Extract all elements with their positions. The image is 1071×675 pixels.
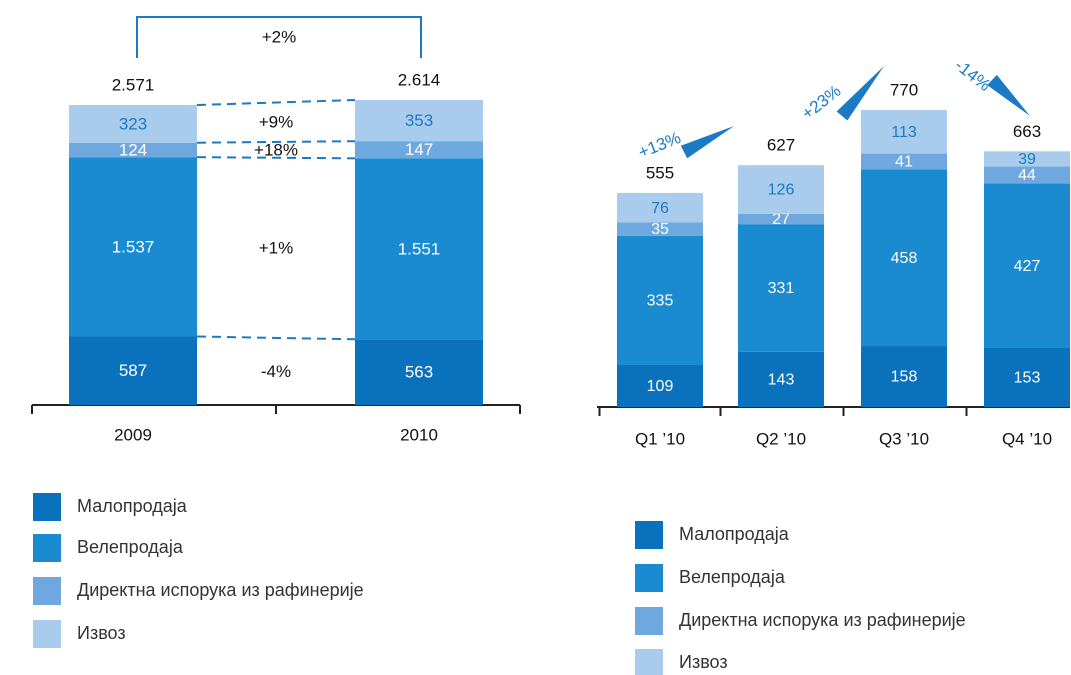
value-label: 335: [647, 293, 674, 310]
value-label: 35: [651, 221, 669, 238]
change-arrow: [680, 126, 734, 159]
x-tick-label: 2010: [400, 425, 438, 444]
total-label: 555: [646, 163, 674, 182]
bracket: [136, 16, 422, 58]
total-label: 663: [1013, 122, 1041, 141]
value-label: 109: [647, 378, 674, 395]
bar-segment: [355, 158, 483, 340]
legend-swatch: [635, 649, 663, 675]
legend-swatch: [33, 577, 61, 605]
value-label: 143: [768, 372, 795, 389]
total-label: 627: [767, 136, 795, 155]
connector: [196, 335, 356, 341]
total-label: 770: [890, 80, 918, 99]
connector: [196, 140, 356, 144]
total-label: 2.571: [112, 76, 155, 95]
legend-swatch: [33, 493, 61, 521]
legend-label: Малопродаја: [679, 524, 790, 544]
value-label: 27: [772, 211, 790, 228]
x-tick-label: Q2 ’10: [756, 429, 806, 448]
bar-segment: [355, 339, 483, 405]
legend-label: Велепродаја: [679, 567, 786, 587]
value-label: 1.551: [398, 239, 441, 258]
value-label: 353: [405, 111, 433, 130]
connector: [196, 156, 356, 160]
bar-segment: [69, 157, 197, 337]
change-label: +18%: [254, 140, 298, 159]
bar-segment: [984, 166, 1070, 184]
bar-segment: [355, 141, 483, 159]
bar-segment: [69, 142, 197, 158]
bar-segment: [738, 213, 824, 225]
bar-segment: [355, 100, 483, 142]
change-arrow: [836, 66, 884, 121]
value-label: 427: [1014, 258, 1041, 275]
value-label: 563: [405, 363, 433, 382]
x-tick-label: Q1 ’10: [635, 429, 685, 448]
value-label: 113: [891, 124, 917, 141]
legend-swatch: [33, 534, 61, 562]
bar-segment: [617, 222, 703, 236]
bar-segment: [69, 336, 197, 405]
change-label: -14%: [951, 55, 994, 94]
value-label: 126: [768, 182, 795, 199]
legend-swatch: [33, 620, 61, 648]
legend-swatch: [635, 521, 663, 549]
value-label: 158: [891, 369, 918, 386]
change-label: +13%: [636, 128, 684, 162]
connector: [196, 99, 356, 107]
value-label: 331: [768, 280, 795, 297]
bar-segment: [617, 192, 703, 223]
bar-segment: [984, 347, 1070, 407]
value-label: 323: [119, 114, 147, 133]
bar-segment: [738, 224, 824, 352]
legend-swatch: [635, 607, 663, 635]
total-change: +2%: [262, 27, 297, 46]
change-label: +9%: [259, 113, 294, 132]
value-label: 147: [405, 140, 433, 159]
bar-segment: [861, 110, 947, 154]
change-label: -4%: [261, 362, 291, 381]
total-label: 2.614: [398, 70, 441, 89]
bar-segment: [738, 165, 824, 214]
legend-label: Велепродаја: [77, 537, 184, 557]
legend-label: Извоз: [77, 623, 126, 643]
value-label: 1.537: [112, 237, 155, 256]
bar-segment: [861, 153, 947, 170]
bar-segment: [617, 235, 703, 365]
legend-label: Извоз: [679, 652, 728, 672]
change-label: +23%: [798, 81, 844, 123]
value-label: 124: [119, 140, 147, 159]
x-tick-label: Q3 ’10: [879, 429, 929, 448]
value-label: 153: [1014, 370, 1041, 387]
bar-segment: [69, 105, 197, 143]
legend-label: Директна испорука из рафинерије: [679, 610, 966, 630]
x-tick-label: 2009: [114, 425, 152, 444]
change-arrow: [987, 74, 1030, 116]
legend-label: Малопродаја: [77, 496, 188, 516]
value-label: 458: [891, 250, 918, 267]
legend-swatch: [635, 564, 663, 592]
bar-segment: [861, 346, 947, 407]
legend-label: Директна испорука из рафинерије: [77, 580, 364, 600]
value-label: 76: [651, 200, 669, 217]
value-label: 44: [1018, 167, 1036, 184]
value-label: 39: [1018, 151, 1036, 168]
value-label: 41: [895, 154, 913, 171]
x-tick-label: Q4 ’10: [1002, 429, 1052, 448]
bar-segment: [617, 364, 703, 407]
bar-segment: [738, 351, 824, 407]
bar-segment: [861, 169, 947, 347]
change-label: +1%: [259, 238, 294, 257]
bar-segment: [984, 183, 1070, 348]
bar-segment: [984, 151, 1070, 167]
value-label: 587: [119, 361, 147, 380]
